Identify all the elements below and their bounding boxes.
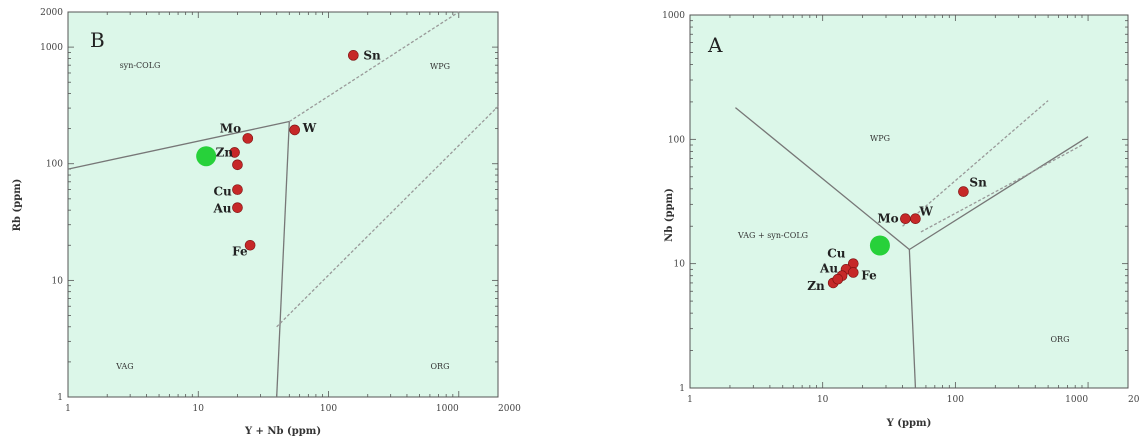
x-tick-label: 100	[947, 395, 964, 405]
field-boundaries	[67, 11, 499, 398]
x-axis-label: Y (ppm)	[886, 418, 932, 429]
point-label-cu: Cu	[827, 247, 846, 261]
point-label-zn: Zn	[216, 145, 234, 159]
field-boundary-line	[902, 100, 1049, 227]
field-label: WPG	[430, 62, 450, 71]
y-tick-label: 10	[52, 276, 64, 286]
y-tick-label: 1	[679, 384, 685, 394]
field-label: syn-COLG	[120, 61, 161, 70]
x-tick-label: 10	[193, 404, 205, 414]
point-au	[232, 202, 243, 213]
y-tick-label: 10	[674, 260, 686, 270]
x-tick-label: 1000	[436, 404, 459, 414]
point-zn	[229, 147, 240, 158]
panel-letter: A	[707, 33, 723, 57]
x-tick-label: 2000	[1128, 395, 1139, 405]
field-boundaries	[735, 100, 1089, 389]
y-tick-label: 100	[668, 135, 685, 145]
y-tick-label: 1	[57, 393, 63, 403]
x-tick-label: 10	[817, 395, 829, 405]
point-fe	[244, 239, 256, 251]
data-points	[196, 50, 359, 251]
x-tick-label: 1	[65, 404, 71, 414]
panel-a-nb-vs-y: 1 10 100 1000 2000 1 10 100 1000 WPG VAG + syn-COL…	[662, 11, 1139, 429]
point-label-sn: Sn	[363, 48, 381, 62]
y-tick-label: 2000	[40, 8, 63, 18]
point-label-mo: Mo	[877, 212, 898, 226]
point	[232, 159, 243, 171]
point-label-fe: Fe	[232, 244, 248, 258]
field-label: VAG	[115, 362, 133, 371]
field-boundary-line	[909, 136, 1089, 251]
point-large-green	[196, 146, 217, 167]
point-label-w: W	[918, 205, 933, 219]
y-tick-label: 1000	[40, 43, 63, 53]
point-large-green	[869, 235, 890, 256]
minor-ticks	[689, 14, 1129, 389]
field-boundary-line	[67, 120, 290, 170]
field-boundary-line	[735, 107, 910, 251]
x-tick-label: 1000	[1065, 395, 1088, 405]
y-axis-label: Nb (ppm)	[664, 188, 675, 242]
point-label-w: W	[302, 121, 317, 135]
field-boundary-line	[276, 105, 499, 328]
point-w	[910, 213, 921, 224]
point-label-zn: Zn	[807, 279, 825, 293]
point-sn	[958, 186, 969, 197]
x-axis-label: Y + Nb (ppm)	[244, 426, 321, 437]
point-mo	[900, 213, 911, 224]
x-tick-label: 2000	[498, 404, 521, 414]
point-cu	[232, 184, 243, 195]
point-fe	[847, 267, 859, 278]
point-w	[289, 124, 301, 136]
plot-area	[689, 14, 1129, 389]
y-axis-label: Rb (ppm)	[12, 179, 23, 232]
field-label: ORG	[1051, 335, 1070, 344]
field-label: ORG	[431, 362, 450, 371]
panel-b-rb-vs-y-plus-nb: 1 10 100 1000 2000 1 10 100 1000 2000 syn-COLG WPG V…	[12, 8, 521, 437]
point-label-cu: Cu	[213, 185, 232, 199]
point-mo	[242, 133, 254, 144]
point-label-au: Au	[212, 202, 231, 216]
field-boundary-line	[920, 144, 1083, 233]
y-tick-label: 100	[46, 160, 63, 170]
data-points	[827, 186, 969, 289]
point-sn	[348, 50, 359, 61]
point-label-au: Au	[819, 261, 838, 275]
panel-letter: B	[90, 28, 105, 52]
field-label: WPG	[870, 134, 890, 143]
field-boundary-line	[908, 249, 917, 389]
field-boundary-line	[276, 121, 290, 398]
point	[832, 273, 844, 285]
point-label-fe: Fe	[861, 268, 877, 282]
point-label-sn: Sn	[969, 176, 987, 190]
x-tick-label: 1	[687, 395, 693, 405]
point-label-mo: Mo	[220, 121, 241, 135]
x-tick-label: 100	[320, 404, 337, 414]
plot-area	[67, 11, 499, 398]
field-boundary-line	[288, 11, 460, 123]
y-tick-label: 1000	[662, 11, 685, 21]
field-label: VAG + syn-COLG	[737, 231, 808, 240]
